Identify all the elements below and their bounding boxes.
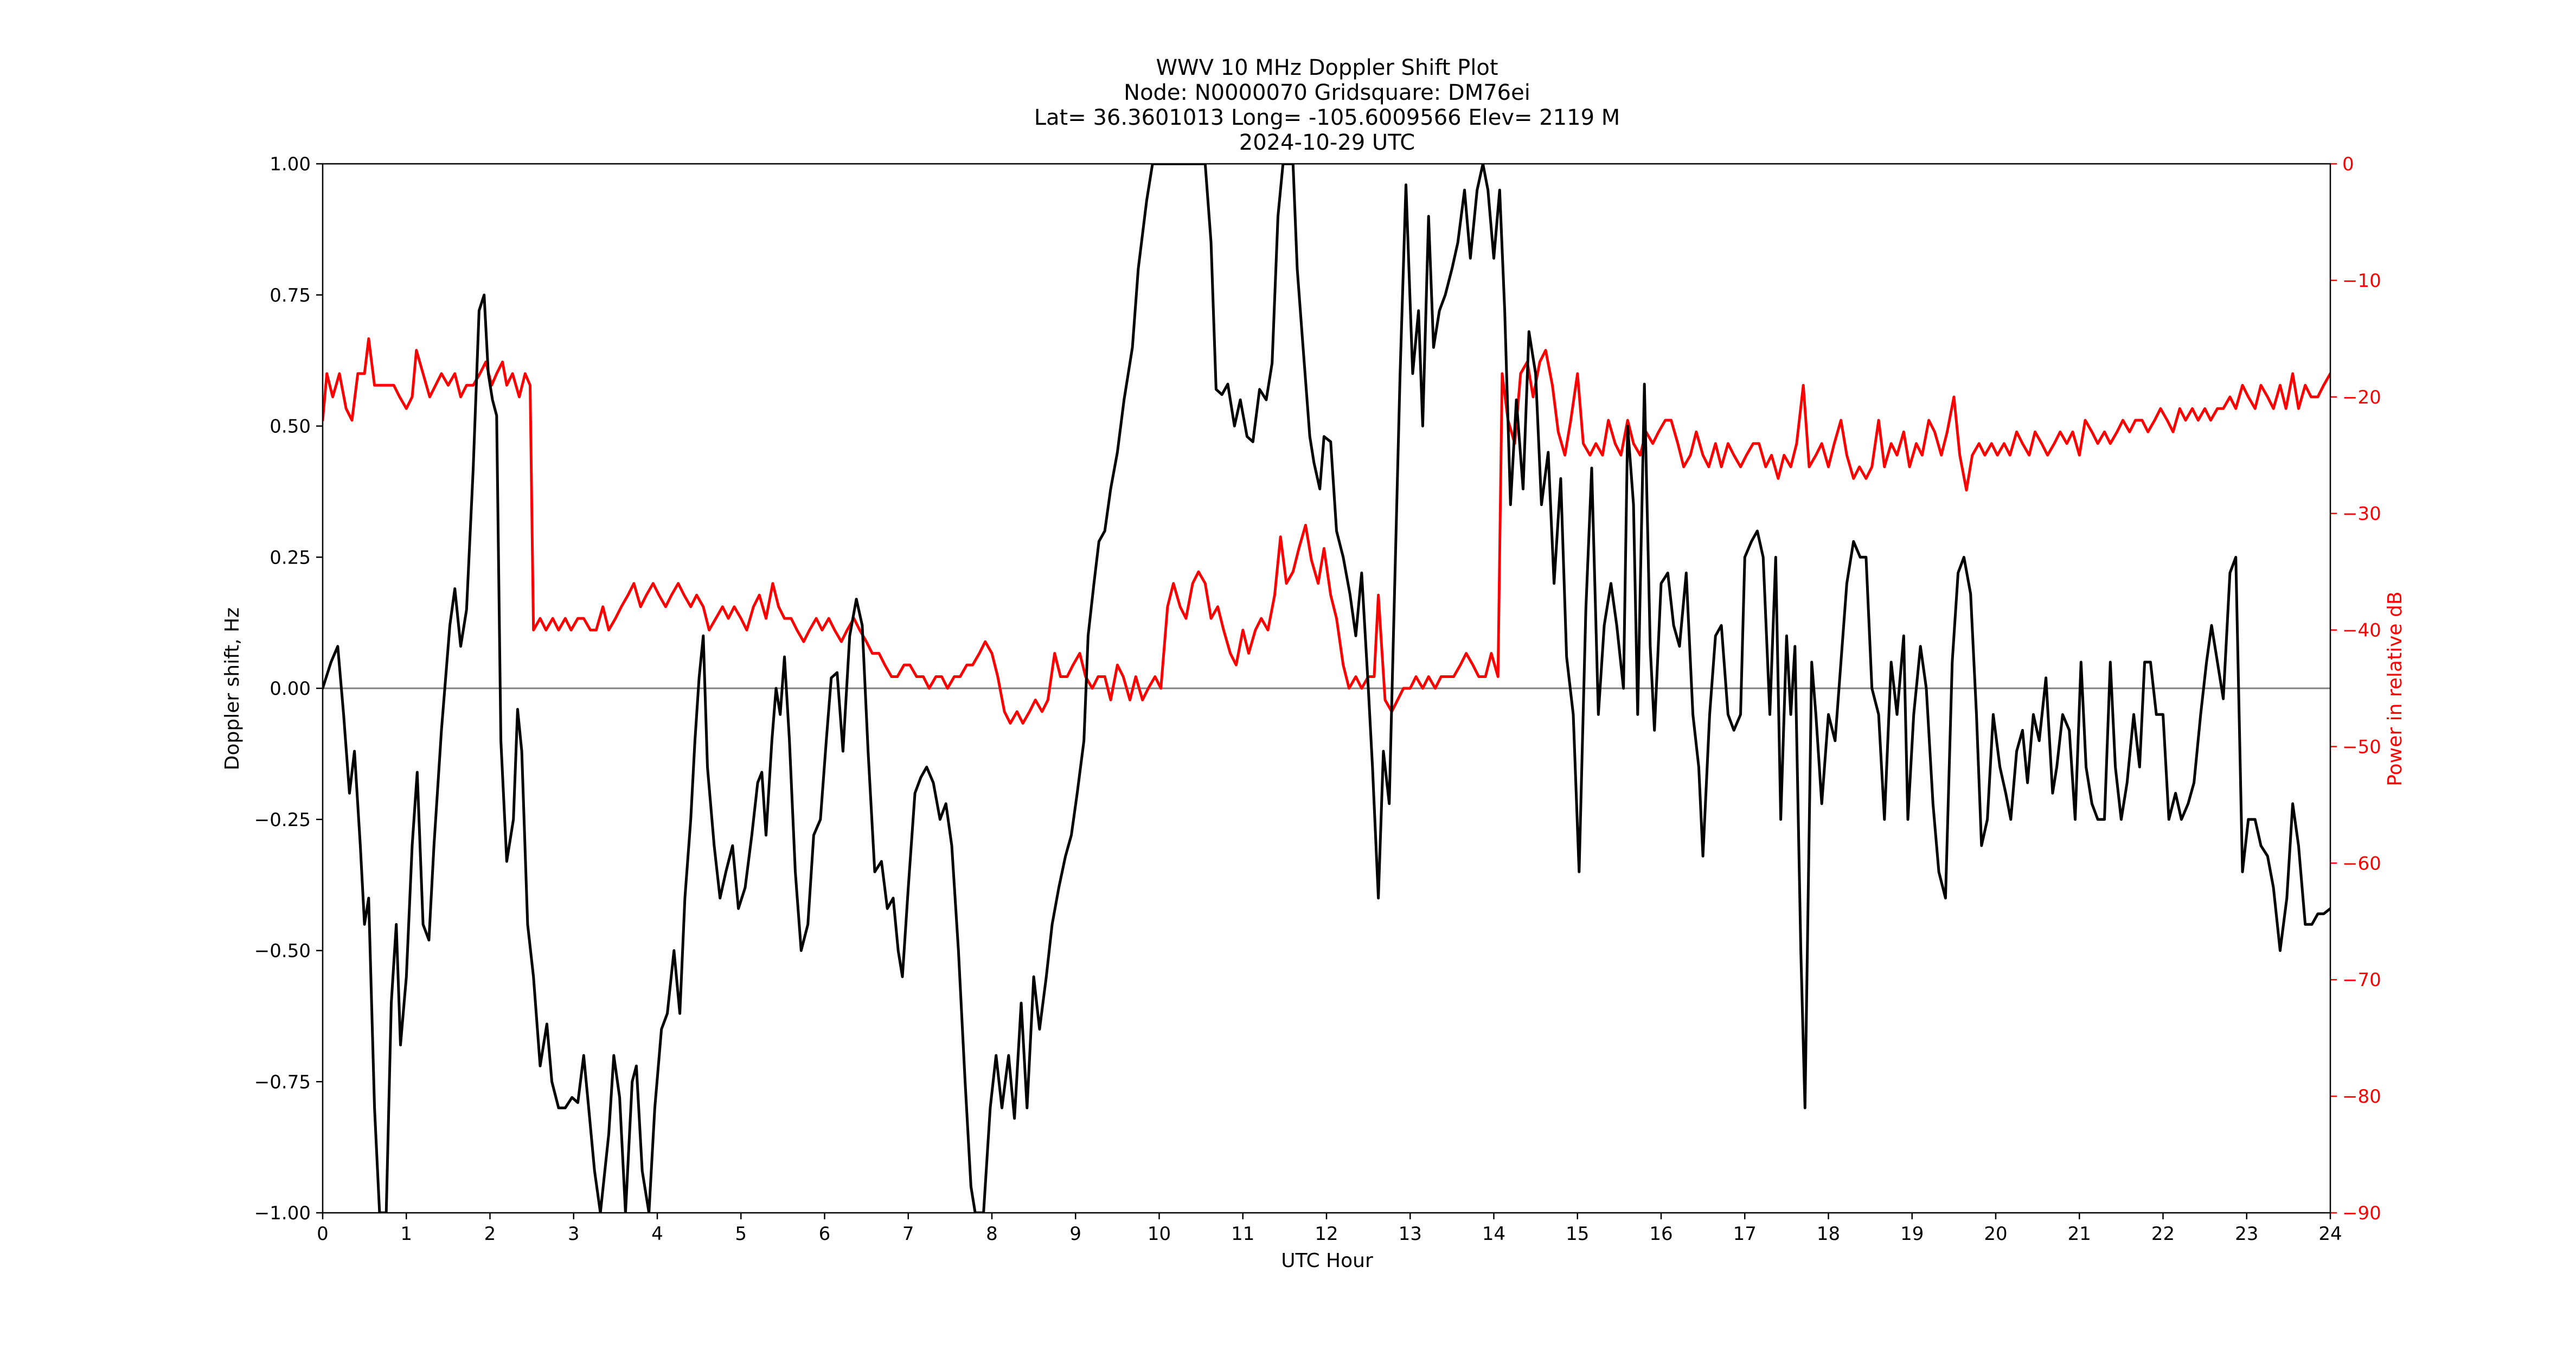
- right-y-tick-label: −20: [2342, 387, 2381, 408]
- x-tick-label: 4: [651, 1223, 663, 1245]
- series-layer: [323, 164, 2330, 1213]
- right-y-tick-label: −70: [2342, 969, 2381, 991]
- x-tick-label: 19: [1900, 1223, 1924, 1245]
- right-y-tick-label: −60: [2342, 853, 2381, 874]
- left-y-tick-label: 1.00: [270, 153, 311, 175]
- title-line-1: WWV 10 MHz Doppler Shift Plot: [1156, 55, 1498, 80]
- x-axis-ticks: 0 1 2 3 4 5 6 7 8 9 10 11 12 13 14 15 16 17 18 19 20 21 22 23 24: [317, 1213, 2342, 1245]
- left-y-tick-label: −0.25: [254, 809, 311, 831]
- right-y-tick-label: −10: [2342, 270, 2381, 292]
- x-tick-label: 6: [819, 1223, 831, 1245]
- x-tick-label: 5: [735, 1223, 747, 1245]
- left-y-tick-label: 0.00: [270, 678, 311, 700]
- right-y-tick-label: 0: [2342, 153, 2354, 175]
- right-y-tick-label: −90: [2342, 1203, 2381, 1224]
- right-y-tick-label: −40: [2342, 620, 2381, 642]
- x-tick-label: 0: [317, 1223, 329, 1245]
- plot-area-frame: [322, 163, 2331, 1214]
- doppler-series-line: [323, 164, 2330, 1213]
- left-y-tick-label: −1.00: [254, 1203, 311, 1224]
- x-axis-label: UTC Hour: [1281, 1250, 1373, 1272]
- left-y-tick-label: −0.75: [254, 1071, 311, 1093]
- x-tick-label: 18: [1817, 1223, 1840, 1245]
- x-tick-label: 24: [2318, 1223, 2342, 1245]
- x-tick-label: 11: [1231, 1223, 1254, 1245]
- title-line-3: Lat= 36.3601013 Long= -105.6009566 Elev=…: [1034, 105, 1620, 130]
- x-tick-label: 7: [902, 1223, 914, 1245]
- title-line-4: 2024-10-29 UTC: [1239, 130, 1415, 155]
- right-y-axis-ticks: 0 −10 −20 −30 −40 −50 −60 −70 −80 −90: [2330, 153, 2381, 1224]
- x-tick-label: 1: [400, 1223, 412, 1245]
- left-y-tick-label: 0.75: [270, 285, 311, 306]
- x-tick-label: 12: [1315, 1223, 1338, 1245]
- x-tick-label: 16: [1649, 1223, 1673, 1245]
- left-y-tick-label: 0.25: [270, 547, 311, 568]
- x-tick-label: 10: [1148, 1223, 1171, 1245]
- x-tick-label: 9: [1069, 1223, 1081, 1245]
- x-tick-label: 3: [568, 1223, 580, 1245]
- left-y-tick-label: −0.50: [254, 941, 311, 962]
- x-tick-label: 21: [2068, 1223, 2091, 1245]
- x-tick-label: 23: [2235, 1223, 2258, 1245]
- x-tick-label: 22: [2151, 1223, 2175, 1245]
- left-y-axis-ticks: 1.00 0.75 0.50 0.25 0.00 −0.25 −0.50 −0.75 −1.00: [254, 153, 323, 1224]
- chart-title: WWV 10 MHz Doppler Shift Plot Node: N000…: [1034, 55, 1620, 155]
- left-y-tick-label: 0.50: [270, 416, 311, 438]
- x-tick-label: 2: [484, 1223, 496, 1245]
- right-y-axis-label: Power in relative dB: [2384, 591, 2406, 786]
- x-tick-label: 17: [1733, 1223, 1757, 1245]
- power-series-line: [323, 337, 2330, 725]
- right-y-tick-label: −30: [2342, 503, 2381, 525]
- right-y-tick-label: −80: [2342, 1086, 2381, 1108]
- left-y-axis-label: Doppler shift, Hz: [221, 607, 243, 770]
- x-tick-label: 8: [986, 1223, 998, 1245]
- right-y-tick-label: −50: [2342, 736, 2381, 758]
- title-line-2: Node: N0000070 Gridsquare: DM76ei: [1124, 80, 1530, 105]
- x-tick-label: 14: [1482, 1223, 1505, 1245]
- x-tick-label: 13: [1399, 1223, 1422, 1245]
- x-tick-label: 20: [1984, 1223, 2007, 1245]
- x-tick-label: 15: [1566, 1223, 1589, 1245]
